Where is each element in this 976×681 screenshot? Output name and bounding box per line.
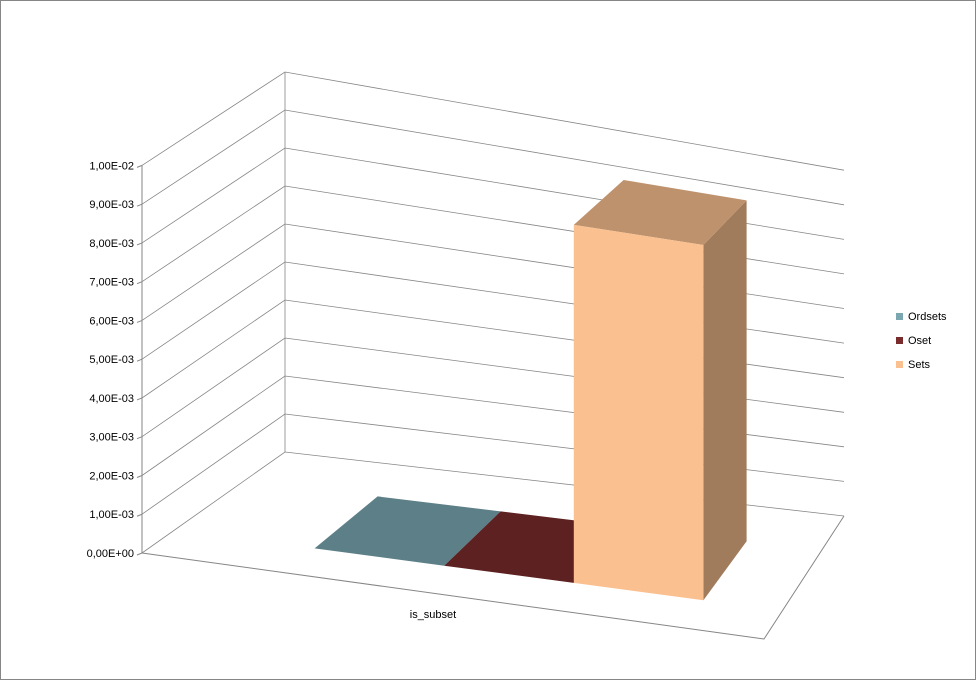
y-tick-label: 9,00E-03 — [89, 199, 134, 211]
y-tick-label: 3,00E-03 — [89, 432, 134, 444]
gridline — [141, 71, 845, 171]
y-tick — [136, 358, 143, 362]
y-tick — [136, 513, 143, 517]
gridline — [141, 109, 845, 206]
floor-edge — [141, 515, 845, 640]
y-tick-label: 7,00E-03 — [89, 277, 134, 289]
category-label: is_subset — [410, 609, 456, 621]
legend-label-oset: Oset — [908, 335, 931, 347]
bar-top-face — [314, 496, 501, 566]
y-tick — [136, 397, 143, 401]
y-tick — [136, 242, 143, 246]
y-tick-label: 5,00E-03 — [89, 354, 134, 366]
bar-top-face — [573, 180, 747, 245]
y-tick — [136, 164, 143, 168]
y-tick — [136, 436, 143, 440]
y-tick — [136, 203, 143, 207]
y-tick-label: 2,00E-03 — [89, 470, 134, 482]
y-tick — [136, 319, 143, 323]
bar-sets — [573, 180, 747, 601]
bar-front-face — [573, 224, 704, 601]
bar-ordsets — [314, 496, 501, 566]
legend-swatch-ordsets — [896, 313, 903, 320]
y-tick-label: 1,00E-03 — [89, 509, 134, 521]
legend-swatch-oset — [896, 337, 903, 344]
y-tick-label: 4,00E-03 — [89, 393, 134, 405]
legend-label-ordsets: Ordsets — [908, 311, 947, 323]
y-tick-label: 0,00E+00 — [87, 548, 134, 560]
y-tick — [136, 552, 143, 556]
y-tick — [136, 281, 143, 285]
legend-swatch-sets — [896, 361, 903, 368]
y-tick-label: 6,00E-03 — [89, 315, 134, 327]
y-tick-label: 1,00E-02 — [89, 160, 134, 172]
legend-label-sets: Sets — [908, 359, 931, 371]
y-tick — [136, 475, 143, 478]
bar-side-face — [703, 200, 747, 601]
y-tick-label: 8,00E-03 — [89, 238, 134, 250]
